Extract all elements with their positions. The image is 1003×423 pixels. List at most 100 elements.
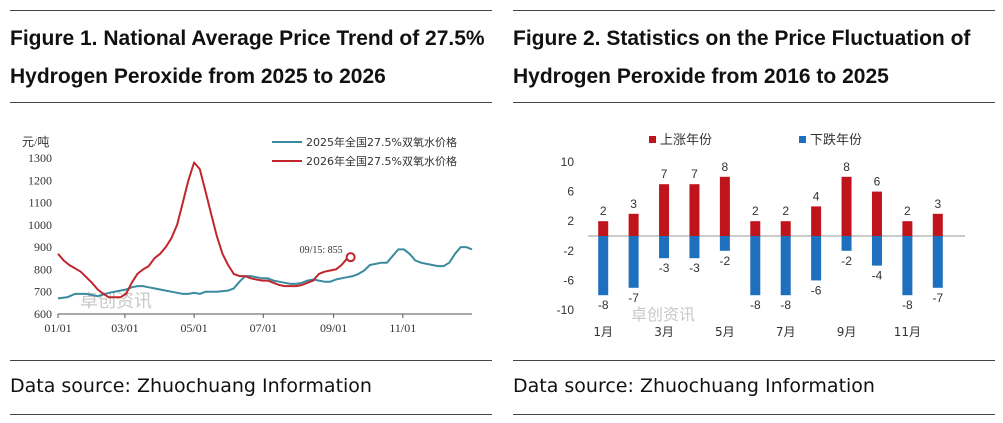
y-tick-label: -6 bbox=[563, 273, 574, 287]
x-tick-label: 05/01 bbox=[180, 321, 207, 335]
y-tick-label: -10 bbox=[557, 303, 575, 317]
figure1-title-line2: Hydrogen Peroxide from 2025 to 2026 bbox=[10, 65, 386, 88]
fall-bar bbox=[902, 236, 913, 296]
bottom-rule bbox=[10, 414, 492, 415]
y-tick-label: 900 bbox=[34, 240, 52, 254]
fall-bar bbox=[719, 236, 730, 251]
y-tick-label: 1200 bbox=[28, 173, 52, 187]
rise-bar bbox=[780, 221, 791, 236]
rise-bar bbox=[871, 191, 882, 236]
title-rule bbox=[10, 102, 492, 103]
rise-bar bbox=[750, 221, 761, 236]
x-tick-label: 07/01 bbox=[250, 321, 277, 335]
y-tick-label: 800 bbox=[34, 262, 52, 276]
series-line bbox=[57, 161, 351, 299]
price-annotation: 09/15: 855 bbox=[300, 245, 343, 256]
rise-value-label: 2 bbox=[904, 204, 911, 218]
y-tick-label: 1000 bbox=[28, 218, 52, 232]
fall-bar bbox=[659, 236, 670, 259]
rise-bar bbox=[628, 213, 639, 236]
endpoint-marker bbox=[345, 252, 356, 263]
rise-value-label: 7 bbox=[691, 167, 698, 181]
figure1-source: Data source: Zhuochuang Information bbox=[10, 375, 372, 397]
y-tick-label: 1100 bbox=[28, 196, 52, 210]
fall-value-label: -8 bbox=[780, 298, 791, 312]
x-tick-label: 03/01 bbox=[111, 321, 138, 335]
rise-value-label: 8 bbox=[722, 160, 729, 174]
x-tick-label: 7月 bbox=[776, 325, 796, 339]
figure1-panel: Figure 1. National Average Price Trend o… bbox=[10, 0, 492, 423]
source-rule bbox=[513, 360, 995, 361]
y-tick-label: 700 bbox=[34, 285, 52, 299]
watermark-text: 卓创资讯 bbox=[631, 305, 695, 324]
fall-bar bbox=[841, 236, 852, 251]
bottom-rule bbox=[513, 414, 995, 415]
fall-value-label: -6 bbox=[811, 283, 822, 297]
fall-bar bbox=[811, 236, 822, 281]
legend-label: 下跌年份 bbox=[810, 132, 862, 148]
x-tick-label: 9月 bbox=[837, 325, 857, 339]
fall-bar bbox=[689, 236, 700, 259]
legend-label: 上涨年份 bbox=[660, 133, 712, 148]
top-rule bbox=[513, 10, 995, 11]
y-tick-label: 6 bbox=[567, 185, 574, 199]
rise-value-label: 7 bbox=[661, 167, 668, 181]
rise-value-label: 3 bbox=[934, 197, 941, 211]
rise-value-label: 2 bbox=[600, 204, 607, 218]
y-tick-label: 1300 bbox=[28, 151, 52, 165]
x-tick-label: 5月 bbox=[715, 325, 735, 339]
fall-bar bbox=[750, 236, 761, 296]
y-tick-label: 10 bbox=[561, 155, 575, 169]
figure2-title: Figure 2. Statistics on the Price Fluctu… bbox=[513, 20, 995, 96]
x-tick-label: 1月 bbox=[593, 325, 613, 339]
series-line bbox=[57, 246, 473, 300]
rise-value-label: 3 bbox=[630, 197, 637, 211]
x-tick-label: 3月 bbox=[654, 325, 674, 339]
rise-bar bbox=[689, 184, 700, 236]
fall-value-label: -8 bbox=[598, 298, 609, 312]
fall-value-label: -4 bbox=[872, 269, 883, 283]
rise-bar bbox=[932, 213, 943, 236]
bar-chart: 10 6 2 -2 -6 -10 卓创资讯 2 -8 3 -7 7 -3 7 -3 8 -2 2 -8 2 -8 4 -6 8… bbox=[557, 132, 965, 339]
x-tick-label: 11/01 bbox=[389, 321, 416, 335]
fall-bar bbox=[780, 236, 791, 296]
y-tick-label: 2 bbox=[567, 214, 574, 228]
top-rule bbox=[10, 10, 492, 11]
fall-value-label: -2 bbox=[720, 254, 731, 268]
legend-label: 2025年全国27.5%双氧水价格 bbox=[306, 135, 457, 149]
rise-value-label: 8 bbox=[843, 160, 850, 174]
x-tick-label: 01/01 bbox=[44, 321, 71, 335]
rise-bar bbox=[902, 221, 913, 236]
legend-swatch bbox=[799, 136, 806, 143]
y-tick-label: -2 bbox=[563, 244, 574, 258]
figure2-title-line1: Figure 2. Statistics on the Price Fluctu… bbox=[513, 27, 971, 50]
figure1-title: Figure 1. National Average Price Trend o… bbox=[10, 20, 492, 96]
fall-value-label: -7 bbox=[628, 291, 639, 305]
fall-bar bbox=[871, 236, 882, 266]
rise-value-label: 6 bbox=[874, 175, 881, 189]
legend-label: 2026年全国27.5%双氧水价格 bbox=[306, 154, 457, 168]
rise-bar bbox=[598, 221, 609, 236]
fall-value-label: -3 bbox=[659, 261, 670, 275]
rise-value-label: 2 bbox=[782, 204, 789, 218]
rise-bar bbox=[659, 184, 670, 236]
figure2-source: Data source: Zhuochuang Information bbox=[513, 375, 875, 397]
fall-value-label: -2 bbox=[841, 254, 852, 268]
source-rule bbox=[10, 360, 492, 361]
title-rule bbox=[513, 102, 995, 103]
fall-bar bbox=[628, 236, 639, 288]
rise-value-label: 2 bbox=[752, 204, 759, 218]
rise-bar bbox=[811, 206, 822, 236]
fall-value-label: -8 bbox=[902, 298, 913, 312]
y-tick-label: 600 bbox=[34, 307, 52, 321]
fall-value-label: -3 bbox=[689, 261, 700, 275]
fall-value-label: -7 bbox=[932, 291, 943, 305]
rise-value-label: 4 bbox=[813, 189, 820, 203]
x-tick-label: 11月 bbox=[894, 325, 921, 339]
legend-swatch bbox=[649, 136, 656, 143]
figure2-title-line2: Hydrogen Peroxide from 2016 to 2025 bbox=[513, 65, 889, 88]
figure2-panel: Figure 2. Statistics on the Price Fluctu… bbox=[513, 0, 995, 423]
line-chart: 元/吨 600 700 800 900 1000 1100 1200 1300 01/01 03/0… bbox=[22, 135, 473, 335]
fall-value-label: -8 bbox=[750, 298, 761, 312]
x-tick-label: 09/01 bbox=[320, 321, 347, 335]
